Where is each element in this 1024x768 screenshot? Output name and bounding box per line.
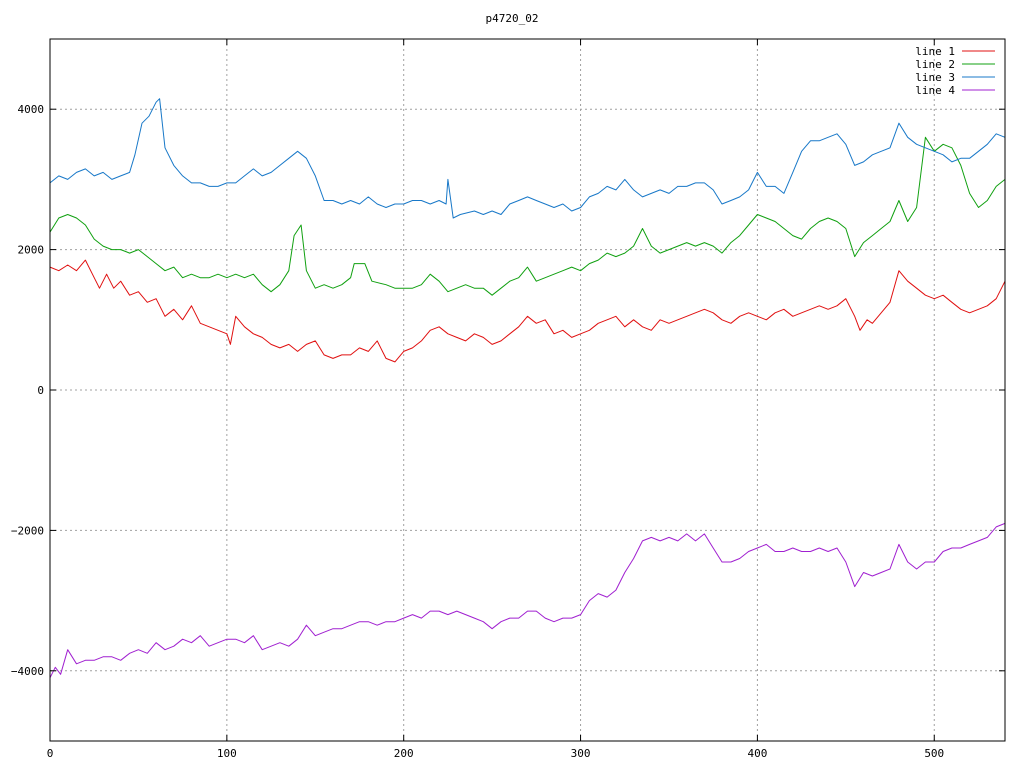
legend-label: line 3 bbox=[915, 71, 955, 84]
series-line-3 bbox=[49, 98, 1006, 219]
grid-layer bbox=[50, 39, 1005, 741]
series-line-2 bbox=[49, 136, 1006, 296]
x-tick-label: 300 bbox=[571, 747, 591, 760]
y-axis: −4000 −2000 0 2000 4000 bbox=[11, 103, 1005, 678]
y-tick-label: −4000 bbox=[11, 665, 44, 678]
series-line-4 bbox=[49, 522, 1006, 679]
y-tick-label: 2000 bbox=[18, 244, 45, 257]
x-tick-label: 100 bbox=[217, 747, 237, 760]
x-tick-label: 500 bbox=[924, 747, 944, 760]
legend-label: line 4 bbox=[915, 84, 955, 97]
series-line-1 bbox=[49, 259, 1006, 363]
x-axis: 0 100 200 300 400 500 bbox=[47, 39, 944, 760]
y-tick-label: −2000 bbox=[11, 524, 44, 537]
chart-title: p4720_02 bbox=[486, 12, 539, 25]
series-layer bbox=[49, 98, 1006, 679]
x-tick-label: 0 bbox=[47, 747, 54, 760]
x-tick-label: 400 bbox=[747, 747, 767, 760]
y-tick-label: 4000 bbox=[18, 103, 45, 116]
legend-label: line 2 bbox=[915, 58, 955, 71]
legend-label: line 1 bbox=[915, 45, 955, 58]
x-tick-label: 200 bbox=[394, 747, 414, 760]
y-tick-label: 0 bbox=[37, 384, 44, 397]
